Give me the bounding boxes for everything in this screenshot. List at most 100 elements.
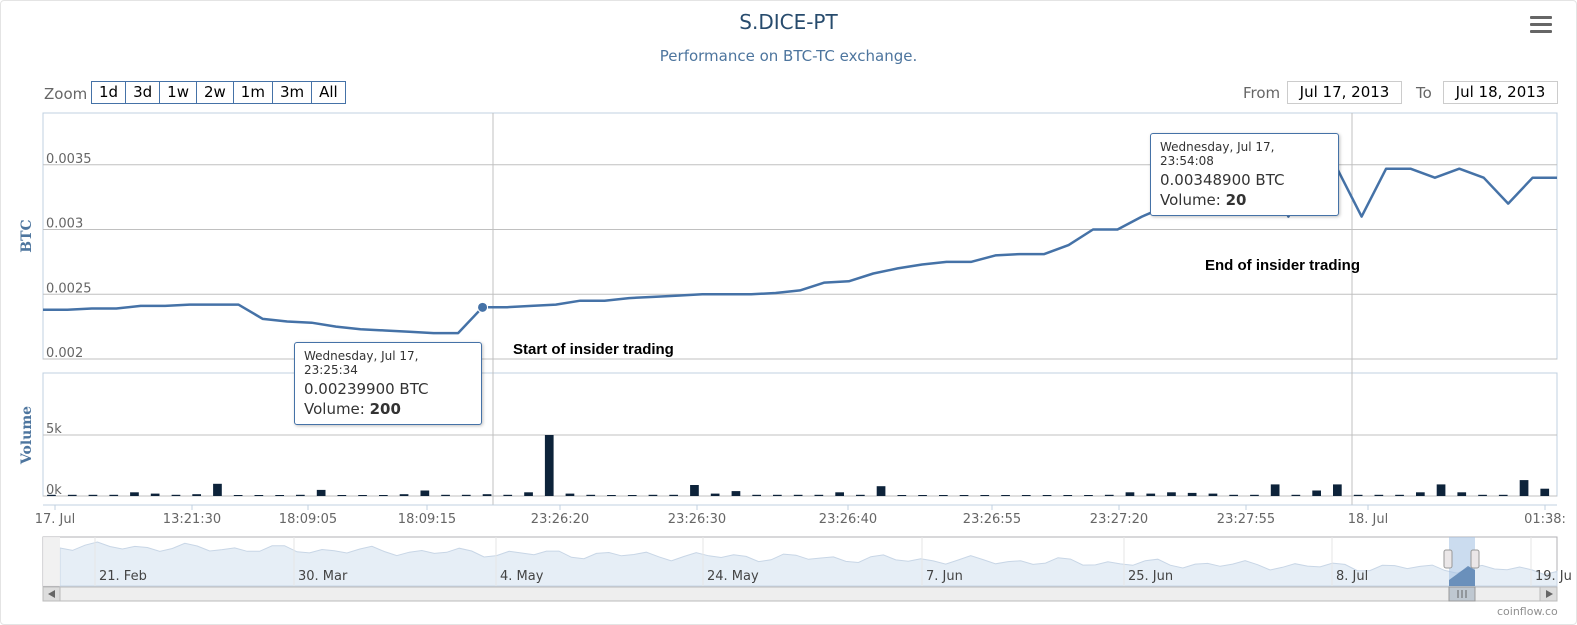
volume-bar (1104, 494, 1114, 496)
volume-bar (1333, 484, 1342, 496)
tooltip-date: Wednesday, Jul 17, 23:54:08 (1160, 140, 1275, 168)
x-tick-label: 23:26:40 (819, 512, 877, 527)
volume-bar (109, 494, 119, 496)
volume-bar (1374, 494, 1384, 496)
volume-bar (835, 492, 844, 496)
from-date-input[interactable] (1287, 81, 1402, 104)
x-tick-label: 13:21:30 (163, 512, 221, 527)
navigator-label: 19. Ju (1535, 569, 1572, 584)
annotation-start: Start of insider trading (513, 341, 674, 358)
volume-bar (1167, 492, 1176, 496)
zoom-2w-button[interactable]: 2w (196, 82, 234, 103)
volume-bar (1250, 494, 1259, 496)
credit-link[interactable]: coinflow.co (1497, 605, 1558, 618)
zoom-1w-button[interactable]: 1w (160, 82, 197, 103)
price-tick-label: 0.0025 (46, 281, 92, 296)
volume-bar (1063, 495, 1073, 496)
zoom-all-button[interactable]: All (312, 82, 345, 103)
tooltip-price: 0.00348900 BTC (1160, 171, 1285, 189)
to-label: To (1416, 84, 1432, 102)
x-tick-label: 23:26:55 (963, 512, 1021, 527)
x-tick-label: 23:27:20 (1090, 512, 1148, 527)
volume-bar (731, 491, 741, 496)
volume-bar (379, 495, 388, 496)
to-date-input[interactable] (1443, 81, 1558, 104)
scroll-left-arrow-icon (48, 590, 55, 598)
tooltip-volume: Volume: 200 (304, 400, 401, 418)
volume-bar (1478, 494, 1487, 496)
price-tick-label: 0.0035 (46, 152, 92, 167)
navigator-mask-left (43, 537, 60, 586)
volume-bar (524, 492, 533, 496)
volume-tick-label: 5k (46, 422, 62, 437)
x-tick-label: 17. Jul (35, 512, 76, 527)
volume-bar (565, 493, 575, 496)
volume-bar (1519, 480, 1529, 496)
price-point-start (477, 301, 489, 313)
volume-bar (254, 495, 264, 496)
annotation-end: End of insider trading (1205, 257, 1361, 274)
volume-bar (607, 495, 616, 496)
volume-bar (648, 494, 658, 496)
zoom-3d-button[interactable]: 3d (126, 82, 161, 103)
volume-bar (669, 494, 678, 496)
navigator-label: 8. Jul (1336, 569, 1368, 584)
volume-axis-title: Volume (19, 406, 35, 465)
chart-title: S.DICE-PT (739, 10, 838, 34)
navigator-selected-series (1449, 566, 1475, 586)
volume-bar (441, 494, 450, 496)
volume-bar (876, 486, 886, 496)
volume-bar (130, 492, 139, 496)
zoom-label: Zoom (44, 85, 88, 103)
volume-bar (959, 495, 969, 496)
volume-bar (1353, 494, 1363, 496)
navigator-handle-right (1470, 549, 1480, 569)
volume-bar (358, 495, 367, 496)
zoom-3m-button[interactable]: 3m (272, 82, 313, 103)
volume-bar (856, 494, 865, 496)
volume-bar (1125, 492, 1135, 496)
volume-bar (1187, 492, 1197, 496)
volume-bar (793, 494, 803, 496)
volume-bar (918, 495, 927, 496)
volume-bar (814, 494, 824, 496)
x-tick-label: 23:27:55 (1217, 512, 1275, 527)
price-tick-label: 0.002 (46, 346, 83, 361)
menu-icon[interactable] (1530, 16, 1552, 36)
volume-bar (233, 495, 243, 496)
volume-bar (67, 494, 77, 496)
volume-bar (1001, 495, 1010, 496)
navigator-label: 4. May (500, 569, 544, 584)
zoom-1m-button[interactable]: 1m (233, 82, 273, 103)
volume-bar (503, 494, 513, 496)
x-tick-label: 18:09:05 (279, 512, 337, 527)
volume-bar (1084, 495, 1093, 496)
price-axis-title: BTC (19, 219, 35, 252)
volume-bar (296, 494, 305, 496)
volume-bar (47, 494, 56, 496)
volume-bar (1291, 494, 1301, 496)
volume-bar (1270, 484, 1280, 496)
volume-bar (1229, 494, 1238, 496)
volume-bar (1208, 493, 1218, 496)
volume-bar (192, 494, 201, 496)
x-tick-label: 23:26:20 (531, 512, 589, 527)
volume-bar (399, 494, 409, 496)
navigator-label: 25. Jun (1128, 569, 1173, 584)
volume-bar (88, 494, 98, 496)
zoom-1d-button[interactable]: 1d (92, 82, 127, 103)
volume-bar (980, 495, 990, 496)
navigator-label: 7. Jun (926, 569, 963, 584)
x-tick-label: 23:26:30 (668, 512, 726, 527)
volume-bar (171, 494, 181, 496)
volume-bar (1146, 493, 1156, 496)
from-label: From (1243, 84, 1281, 102)
volume-bar (150, 493, 160, 496)
x-tick-label: 01:38: (1524, 512, 1566, 527)
volume-bar (1042, 495, 1052, 496)
volume-bar (1416, 492, 1425, 496)
scrollbar-track (42, 586, 1558, 602)
volume-bar (773, 494, 782, 496)
volume-bar (482, 494, 492, 496)
